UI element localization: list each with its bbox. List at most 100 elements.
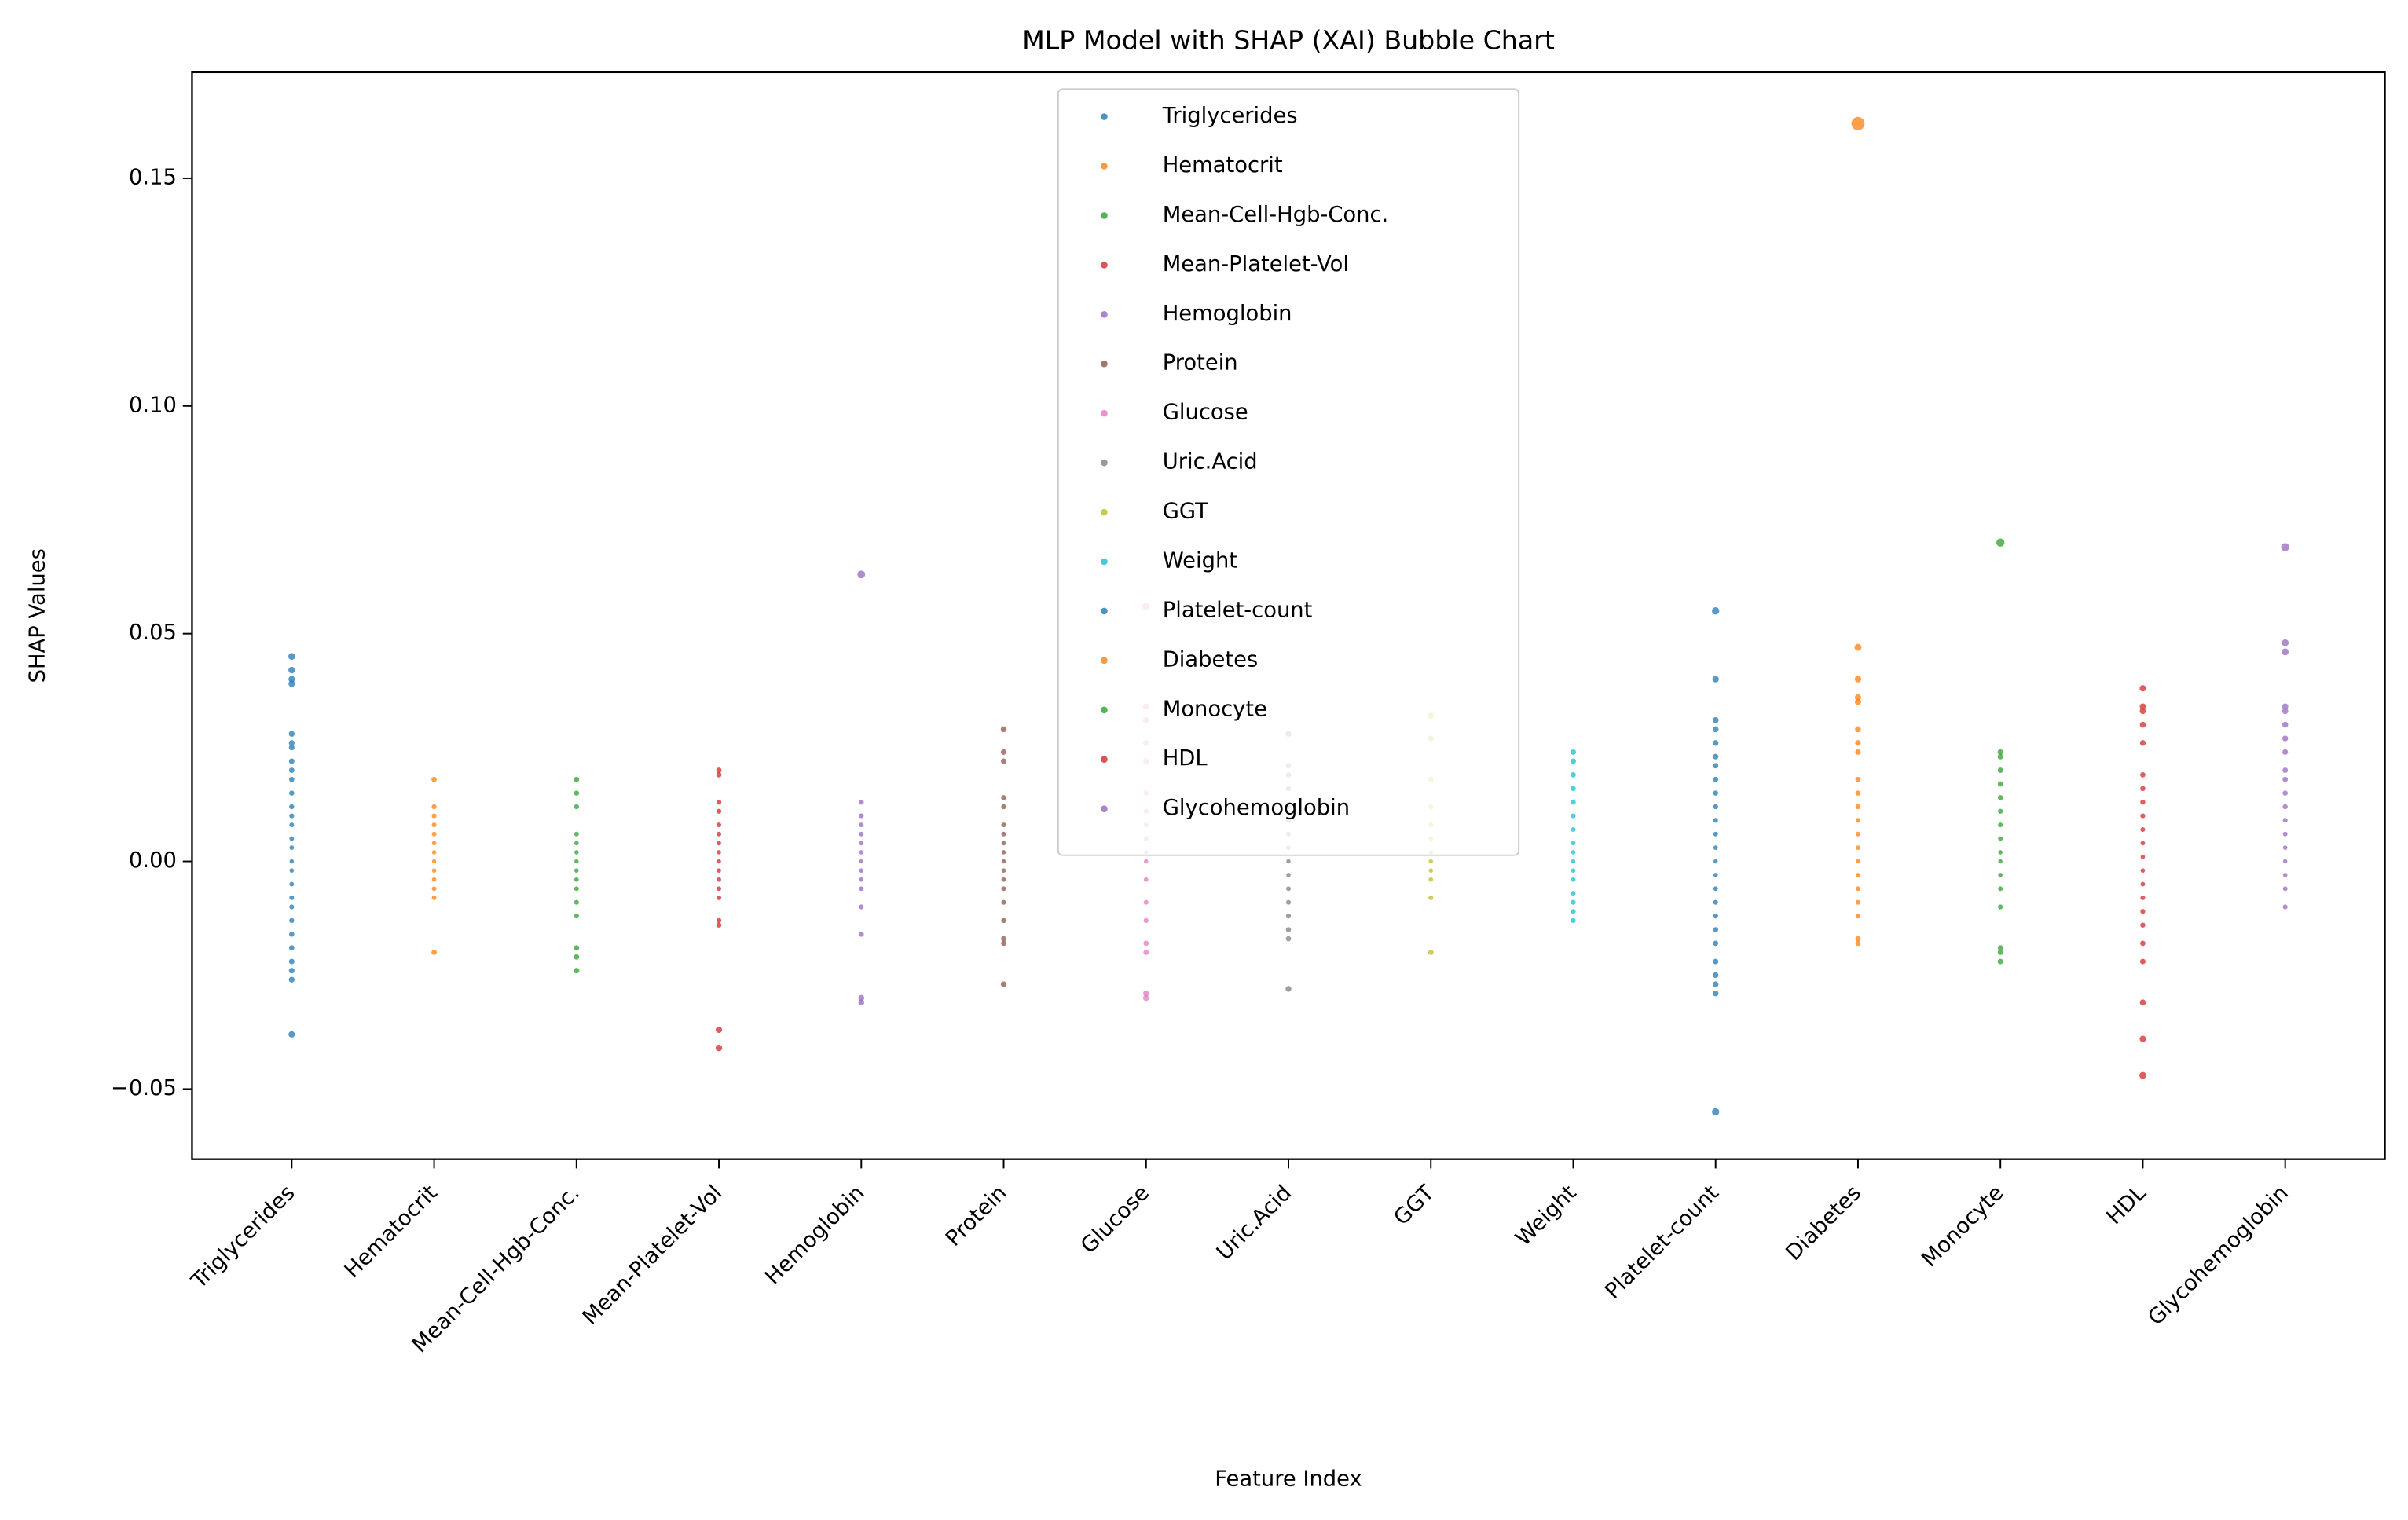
legend-label: Monocyte: [1163, 697, 1267, 721]
bubble: [2140, 895, 2146, 900]
bubble: [2282, 790, 2288, 796]
bubble: [289, 804, 295, 810]
bubble: [1856, 831, 1860, 837]
bubble: [859, 822, 864, 828]
bubble: [289, 845, 295, 850]
bubble: [1285, 899, 1292, 905]
bubble: [288, 958, 295, 965]
bubble: [1996, 538, 2005, 547]
bubble: [288, 976, 295, 983]
bubble: [1713, 981, 1719, 987]
bubble: [1001, 940, 1006, 947]
bubble: [1571, 799, 1576, 805]
bubble: [574, 945, 580, 951]
bubble: [2139, 721, 2146, 728]
bubble: [859, 841, 864, 846]
bubble: [1855, 936, 1861, 942]
bubble: [1428, 859, 1433, 864]
bubble: [1001, 886, 1006, 892]
legend-label: Weight: [1163, 548, 1238, 573]
bubble: [1712, 990, 1719, 997]
bubble: [2282, 831, 2288, 837]
y-tick-label: 0.05: [129, 621, 177, 645]
chart-title: MLP Model with SHAP (XAI) Bubble Chart: [1022, 24, 1555, 55]
bubble: [1285, 936, 1292, 942]
bubble: [1997, 945, 2003, 951]
bubble: [1143, 899, 1149, 905]
bubble: [717, 822, 722, 828]
bubble: [1001, 850, 1006, 855]
bubble: [1001, 899, 1006, 905]
legend-marker: [1101, 310, 1108, 318]
bubble: [1571, 891, 1576, 896]
bubble: [858, 994, 865, 1002]
bubble: [431, 886, 437, 892]
bubble: [1998, 822, 2003, 828]
bubble: [1713, 804, 1718, 810]
bubble: [1713, 886, 1718, 892]
bubble: [1713, 845, 1718, 850]
legend-marker: [1101, 657, 1108, 665]
bubble: [1997, 753, 2003, 760]
bubble: [288, 676, 295, 683]
bubble: [1997, 795, 2003, 800]
bubble: [716, 767, 722, 774]
bubble: [2282, 818, 2288, 823]
bubble: [1713, 776, 1719, 782]
bubble: [2282, 904, 2288, 910]
bubble: [1712, 716, 1719, 723]
bubble: [289, 836, 295, 841]
bubble: [288, 968, 295, 974]
bubble: [1428, 950, 1434, 955]
bubble: [1997, 749, 2003, 755]
bubble: [2140, 841, 2146, 846]
bubble: [2140, 813, 2146, 819]
bubble: [1855, 899, 1861, 905]
bubble: [1855, 913, 1861, 919]
bubble: [1001, 831, 1006, 837]
bubble: [289, 904, 295, 910]
bubble: [1856, 845, 1860, 850]
bubble: [1142, 994, 1149, 1002]
bubble: [2140, 854, 2146, 859]
bubble: [2282, 767, 2289, 774]
bubble: [1854, 676, 1862, 683]
bubble: [1713, 831, 1718, 837]
legend-marker: [1101, 113, 1108, 120]
bubble: [1001, 859, 1006, 864]
bubble: [1712, 1108, 1720, 1116]
bubble: [716, 771, 722, 778]
bubble: [289, 881, 295, 887]
bubble: [289, 822, 295, 828]
bubble: [716, 917, 722, 924]
bubble: [431, 841, 437, 846]
legend-marker: [1101, 805, 1108, 812]
bubble: [1571, 826, 1576, 832]
bubble: [574, 913, 579, 919]
bubble: [2139, 685, 2146, 692]
bubble: [1571, 909, 1576, 914]
bubble: [717, 895, 722, 900]
bubble: [717, 886, 721, 892]
bubble: [1713, 899, 1718, 905]
bubble: [1001, 758, 1007, 764]
bubble: [1571, 868, 1576, 873]
bubble: [1713, 940, 1719, 947]
bubble: [288, 776, 295, 782]
bubble: [1855, 749, 1861, 755]
bubble: [1571, 841, 1576, 846]
bubble: [289, 931, 295, 937]
bubble: [1713, 740, 1719, 746]
y-tick-label: 0.15: [129, 165, 177, 189]
bubble: [1713, 873, 1718, 877]
bubble: [431, 877, 437, 882]
bubble: [574, 968, 580, 974]
bubble: [431, 813, 437, 819]
bubble: [288, 666, 295, 674]
bubble: [2140, 799, 2146, 805]
legend-marker: [1101, 262, 1108, 269]
bubble: [1713, 763, 1719, 769]
bubble: [717, 877, 721, 882]
legend-label: Glycohemoglobin: [1163, 796, 1350, 820]
bubble: [1143, 950, 1149, 955]
